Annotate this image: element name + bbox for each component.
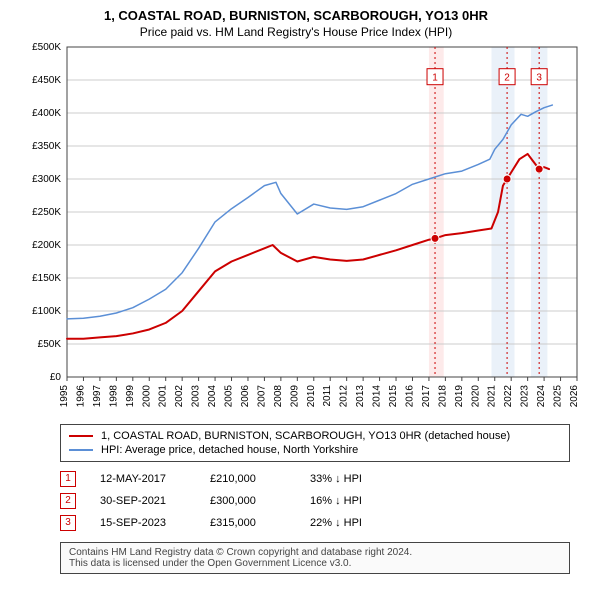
- x-tick-label: 2021: [487, 385, 498, 408]
- y-tick-label: £450K: [32, 75, 61, 86]
- y-tick-label: £300K: [32, 174, 61, 185]
- y-tick-label: £350K: [32, 141, 61, 152]
- line-chart-svg: £0 £50K £100K £150K £200K £250K £300K £350K £400…: [11, 43, 585, 413]
- y-tick-label: £50K: [38, 339, 62, 350]
- legend-swatch: [69, 435, 93, 437]
- footer-line-1: Contains HM Land Registry data © Crown c…: [69, 547, 561, 558]
- x-tick-label: 2026: [569, 385, 580, 408]
- marker-badge-label: 1: [432, 73, 438, 84]
- sale-point: [503, 175, 511, 183]
- x-tick-label: 2004: [207, 385, 218, 408]
- marker-price: £210,000: [210, 473, 310, 485]
- y-tick-label: £100K: [32, 306, 61, 317]
- marker-date: 15-SEP-2023: [100, 517, 210, 529]
- x-tick-label: 2007: [256, 385, 267, 408]
- marker-date: 12-MAY-2017: [100, 473, 210, 485]
- x-tick-label: 2006: [240, 385, 251, 408]
- marker-table: 1 12-MAY-2017£210,00033% ↓ HPI 2 30-SEP-202…: [60, 468, 588, 534]
- marker-price: £300,000: [210, 495, 310, 507]
- y-tick-label: £400K: [32, 108, 61, 119]
- marker-pct: 33% ↓ HPI: [310, 473, 410, 485]
- legend: 1, COASTAL ROAD, BURNISTON, SCARBOROUGH,…: [60, 424, 570, 462]
- marker-badge-label: 3: [536, 73, 542, 84]
- x-tick-label: 2002: [174, 385, 185, 408]
- x-tick-label: 2023: [520, 385, 531, 408]
- footer-line-2: This data is licensed under the Open Gov…: [69, 558, 561, 569]
- x-tick-label: 2024: [536, 385, 547, 408]
- chart-box: £0 £50K £100K £150K £200K £250K £300K £350K £400…: [11, 43, 581, 418]
- chart-titles: 1, COASTAL ROAD, BURNISTON, SCARBOROUGH,…: [4, 8, 588, 39]
- title-line-2: Price paid vs. HM Land Registry's House …: [4, 25, 588, 39]
- legend-label: HPI: Average price, detached house, Nort…: [101, 444, 358, 456]
- marker-pct: 16% ↓ HPI: [310, 495, 410, 507]
- marker-table-row: 3 15-SEP-2023£315,00022% ↓ HPI: [60, 512, 588, 534]
- x-tick-label: 2012: [339, 385, 350, 408]
- x-tick-label: 2011: [322, 385, 333, 407]
- legend-row: HPI: Average price, detached house, Nort…: [69, 443, 561, 457]
- legend-row: 1, COASTAL ROAD, BURNISTON, SCARBOROUGH,…: [69, 429, 561, 443]
- x-tick-label: 2008: [273, 385, 284, 408]
- marker-table-badge: 1: [60, 471, 76, 487]
- y-tick-label: £0: [50, 372, 62, 383]
- x-tick-label: 2001: [158, 385, 169, 408]
- marker-price: £315,000: [210, 517, 310, 529]
- footer-attrib: Contains HM Land Registry data © Crown c…: [60, 542, 570, 574]
- marker-table-row: 2 30-SEP-2021£300,00016% ↓ HPI: [60, 490, 588, 512]
- x-tick-label: 2009: [289, 385, 300, 408]
- sale-point: [535, 165, 543, 173]
- sale-point: [431, 234, 439, 242]
- marker-badge-label: 2: [504, 73, 510, 84]
- y-tick-label: £500K: [32, 43, 61, 53]
- x-tick-label: 2020: [470, 385, 481, 408]
- x-tick-label: 2003: [191, 385, 202, 408]
- x-tick-label: 2025: [553, 385, 564, 408]
- x-tick-label: 2017: [421, 385, 432, 408]
- x-tick-label: 1995: [59, 385, 70, 408]
- title-line-1: 1, COASTAL ROAD, BURNISTON, SCARBOROUGH,…: [4, 8, 588, 23]
- x-tick-label: 2000: [141, 385, 152, 408]
- x-tick-label: 2018: [437, 385, 448, 408]
- x-tick-label: 2014: [372, 385, 383, 408]
- x-tick-label: 1996: [75, 385, 86, 408]
- x-tick-label: 2015: [388, 385, 399, 408]
- x-tick-label: 1999: [125, 385, 136, 408]
- x-tick-label: 1997: [92, 385, 103, 408]
- x-tick-label: 2016: [404, 385, 415, 408]
- marker-pct: 22% ↓ HPI: [310, 517, 410, 529]
- x-tick-label: 2013: [355, 385, 366, 408]
- y-tick-label: £200K: [32, 240, 61, 251]
- x-tick-label: 2019: [454, 385, 465, 408]
- y-tick-label: £150K: [32, 273, 61, 284]
- x-tick-label: 2010: [306, 385, 317, 408]
- marker-table-badge: 2: [60, 493, 76, 509]
- marker-date: 30-SEP-2021: [100, 495, 210, 507]
- marker-table-row: 1 12-MAY-2017£210,00033% ↓ HPI: [60, 468, 588, 490]
- legend-swatch: [69, 449, 93, 451]
- chart-container: 1, COASTAL ROAD, BURNISTON, SCARBOROUGH,…: [0, 0, 600, 582]
- legend-label: 1, COASTAL ROAD, BURNISTON, SCARBOROUGH,…: [101, 430, 510, 442]
- y-tick-label: £250K: [32, 207, 61, 218]
- x-tick-label: 2022: [503, 385, 514, 408]
- marker-table-badge: 3: [60, 515, 76, 531]
- x-tick-label: 2005: [224, 385, 235, 408]
- x-tick-label: 1998: [108, 385, 119, 408]
